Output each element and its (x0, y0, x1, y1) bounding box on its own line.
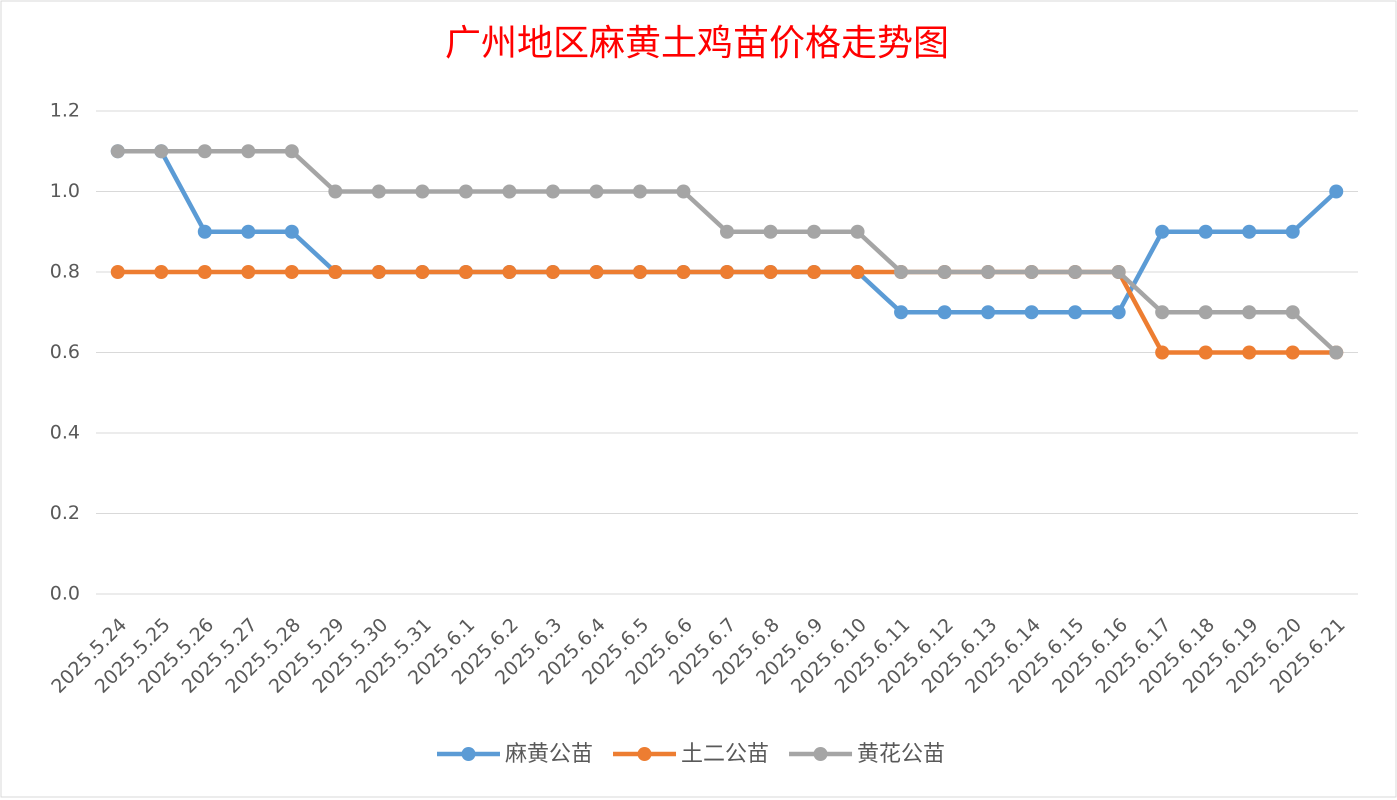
point (589, 265, 604, 279)
point (1285, 345, 1300, 360)
point (1155, 305, 1170, 320)
point (545, 184, 560, 199)
point (1024, 265, 1039, 279)
point (632, 184, 647, 199)
point (720, 224, 734, 239)
point (328, 265, 343, 279)
point (197, 144, 212, 159)
point (589, 184, 604, 199)
point (241, 265, 256, 279)
point (284, 224, 299, 239)
point (110, 265, 125, 279)
y-tick-label: 1.0 (50, 180, 80, 202)
point (328, 184, 343, 199)
point (371, 184, 386, 199)
point (197, 224, 212, 239)
point (110, 144, 125, 159)
point (284, 265, 299, 279)
y-tick-label: 0.8 (50, 261, 80, 283)
legend-label: 麻黄公苗 (505, 742, 593, 767)
point (937, 265, 952, 279)
legend-marker (813, 747, 828, 761)
point (1242, 345, 1257, 360)
point (197, 265, 212, 279)
point (1155, 345, 1170, 360)
point (676, 265, 691, 279)
y-tick-label: 0.2 (50, 502, 80, 524)
point (415, 265, 430, 279)
point (894, 265, 909, 279)
point (981, 305, 996, 320)
point (371, 265, 386, 279)
point (458, 265, 473, 279)
point (807, 224, 822, 239)
point (1111, 305, 1126, 320)
y-tick-label: 0.6 (50, 341, 80, 363)
point (632, 265, 647, 279)
point (458, 184, 473, 199)
point (807, 265, 822, 279)
point (241, 224, 256, 239)
legend-label: 黄花公苗 (857, 742, 945, 767)
y-tick-label: 1.2 (50, 100, 80, 122)
point (937, 305, 952, 320)
point (1155, 224, 1170, 239)
chart-title: 广州地区麻黄土鸡苗价格走势图 (445, 23, 949, 64)
point (720, 265, 734, 279)
point (1285, 305, 1300, 320)
y-tick-label: 0.0 (50, 583, 80, 605)
point (763, 224, 778, 239)
legend-label: 土二公苗 (681, 742, 769, 767)
point (154, 265, 169, 279)
point (1068, 265, 1083, 279)
point (1198, 345, 1213, 360)
point (1329, 184, 1344, 199)
point (284, 144, 299, 159)
point (415, 184, 430, 199)
point (154, 144, 169, 159)
point (1242, 224, 1257, 239)
point (1068, 305, 1083, 320)
y-tick-label: 0.4 (50, 422, 80, 444)
point (850, 265, 865, 279)
point (1111, 265, 1126, 279)
point (676, 184, 691, 199)
legend-marker (461, 747, 476, 761)
point (241, 144, 256, 159)
point (545, 265, 560, 279)
point (1242, 305, 1257, 320)
legend-marker (637, 747, 652, 761)
point (1285, 224, 1300, 239)
point (1198, 305, 1213, 320)
point (1198, 224, 1213, 239)
point (1024, 305, 1039, 320)
point (850, 224, 865, 239)
point (763, 265, 778, 279)
point (894, 305, 909, 320)
point (1329, 345, 1344, 360)
point (502, 265, 517, 279)
point (981, 265, 996, 279)
point (502, 184, 517, 199)
